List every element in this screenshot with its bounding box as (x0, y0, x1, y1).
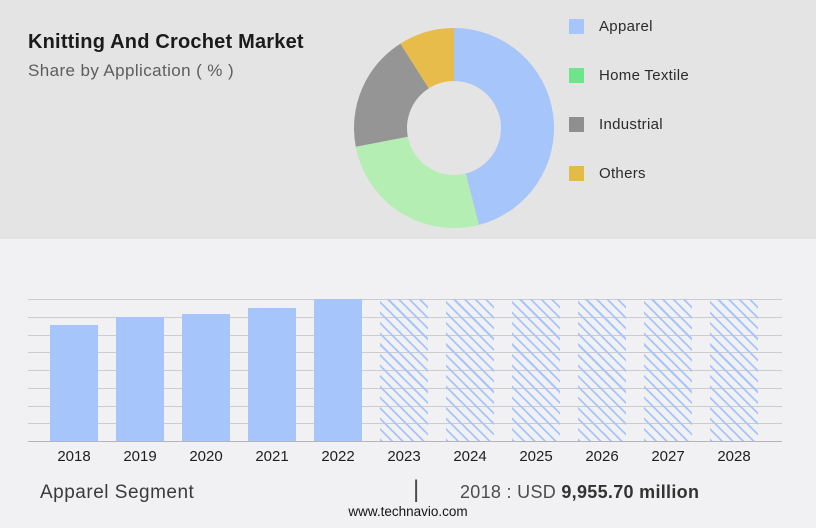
footer-divider: | (413, 476, 420, 503)
bar-2019 (116, 317, 164, 441)
page-subtitle: Share by Application ( % ) (28, 61, 234, 80)
x-axis-label-2018: 2018 (57, 448, 91, 465)
forecast-bar-2024 (446, 299, 494, 441)
bar-2022 (314, 299, 362, 441)
x-axis-label-2025: 2025 (519, 448, 553, 465)
donut-segment-industrial (354, 43, 429, 147)
x-axis-label-2019: 2019 (123, 448, 157, 465)
donut-segment-others (400, 28, 454, 89)
legend-label: Others (599, 165, 646, 182)
header-panel: Knitting And Crochet Market Share by App… (0, 0, 816, 239)
callout-prefix: 2018 : USD (460, 482, 557, 502)
legend-item-others: Others (569, 165, 689, 182)
x-axis-label-2024: 2024 (453, 448, 487, 465)
bar-2018 (50, 325, 98, 441)
legend-swatch-apparel (569, 19, 584, 34)
donut-chart (354, 28, 554, 228)
x-axis-label-2022: 2022 (321, 448, 355, 465)
forecast-bar-2025 (512, 299, 560, 441)
bar-2021 (248, 308, 296, 441)
forecast-bar-2028 (710, 299, 758, 441)
forecast-bar-2026 (578, 299, 626, 441)
legend-item-home-textile: Home Textile (569, 67, 690, 84)
legend-label: Industrial (599, 116, 663, 133)
x-axis-label-2026: 2026 (585, 448, 619, 465)
legend-swatch-others (569, 166, 584, 181)
x-axis-label-2021: 2021 (255, 448, 289, 465)
website-link[interactable]: www.technavio.com (348, 504, 468, 519)
legend-item-industrial: Industrial (569, 116, 689, 133)
bar-2020 (182, 314, 230, 441)
value-callout: 2018 : USD 9,955.70 million (460, 482, 699, 503)
x-axis-baseline (28, 441, 782, 442)
donut-segment-apparel (454, 28, 554, 225)
segment-label: Apparel Segment (40, 482, 195, 503)
forecast-bar-2027 (644, 299, 692, 441)
bar-chart: 2018 2019 2020 2021 2022 2023 2024 2025 2026 2027… (28, 299, 782, 465)
donut-segment-home-textile (355, 136, 479, 228)
x-axis-label-2028: 2028 (717, 448, 751, 465)
legend-label: Home Textile (599, 67, 690, 84)
x-axis-label-2023: 2023 (387, 448, 421, 465)
x-axis-label-2027: 2027 (651, 448, 685, 465)
donut-legend: Apparel Home Textile Industrial Others (569, 18, 690, 182)
page-title: Knitting And Crochet Market (28, 31, 304, 53)
legend-swatch-industrial (569, 117, 584, 132)
x-axis-label-2020: 2020 (189, 448, 223, 465)
legend-item-apparel: Apparel (569, 18, 689, 35)
legend-label: Apparel (599, 18, 653, 35)
legend-swatch-home-textile (569, 68, 584, 83)
callout-value: 9,955.70 million (561, 482, 700, 502)
forecast-bar-2023 (380, 299, 428, 441)
